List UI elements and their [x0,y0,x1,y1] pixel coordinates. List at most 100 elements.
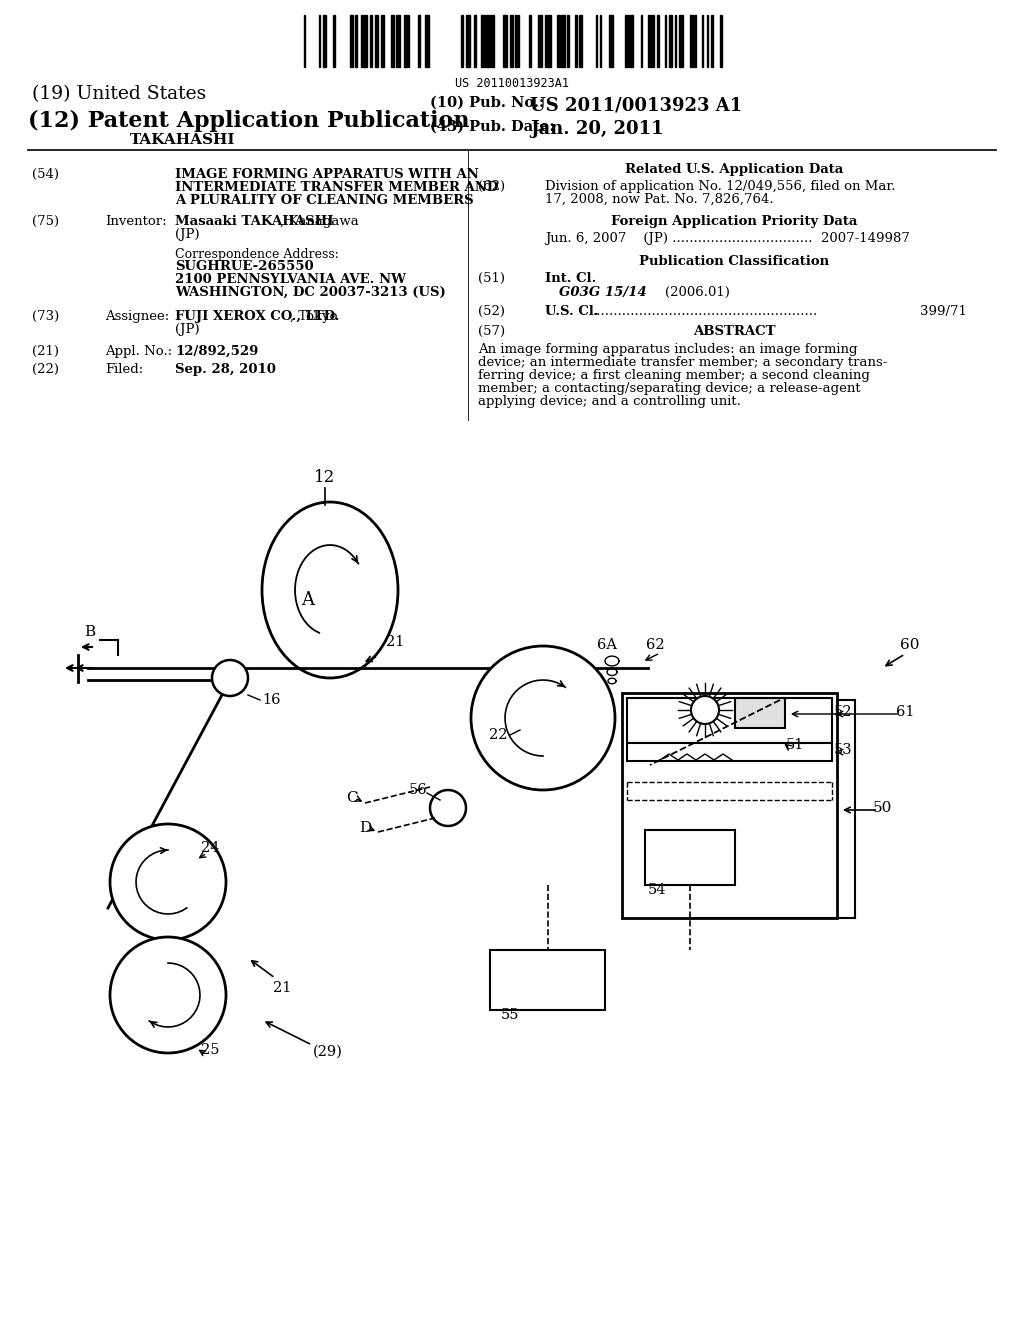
Text: (54): (54) [32,168,59,181]
Bar [547,15,551,67]
Text: TAKAHASHI: TAKAHASHI [130,133,236,147]
Text: ferring device; a first cleaning member; a second cleaning: ferring device; a first cleaning member;… [478,370,869,381]
Text: 60: 60 [900,638,920,652]
Bar [567,15,569,67]
Text: (JP): (JP) [175,228,200,242]
Text: 54: 54 [648,883,667,898]
Bar [609,15,613,67]
Bar [461,15,463,67]
Text: (2006.01): (2006.01) [665,286,730,300]
Text: (51): (51) [478,272,505,285]
Circle shape [471,645,615,789]
Text: IMAGE FORMING APPARATUS WITH AN: IMAGE FORMING APPARATUS WITH AN [175,168,479,181]
Text: 12/892,529: 12/892,529 [175,345,258,358]
Bar [669,15,672,67]
Text: 25: 25 [201,1043,219,1057]
Bar [404,15,407,67]
Text: Correspondence Address:: Correspondence Address: [175,248,339,261]
Bar [711,15,713,67]
Circle shape [430,789,466,826]
Text: Jun. 6, 2007    (JP) .................................  2007-149987: Jun. 6, 2007 (JP) ......................… [545,232,910,246]
Text: (10) Pub. No.:: (10) Pub. No.: [430,96,545,110]
Text: ABSTRACT: ABSTRACT [693,325,775,338]
Bar [362,15,367,67]
Bar [645,830,735,884]
Text: (19) United States: (19) United States [32,84,206,103]
Text: 22: 22 [488,729,507,742]
Text: 51: 51 [785,738,804,752]
Text: Inventor:: Inventor: [105,215,167,228]
Text: (22): (22) [32,363,59,376]
Text: Publication Classification: Publication Classification [639,255,829,268]
Text: applying device; and a controlling unit.: applying device; and a controlling unit. [478,395,741,408]
Text: (62): (62) [478,180,505,193]
Bar [350,15,353,67]
Bar [381,15,384,67]
Text: 53: 53 [834,743,852,756]
Text: US 20110013923A1: US 20110013923A1 [455,77,569,90]
Text: 6A: 6A [597,638,617,652]
Bar [474,15,476,67]
Text: INTERMEDIATE TRANSFER MEMBER AND: INTERMEDIATE TRANSFER MEMBER AND [175,181,499,194]
Circle shape [110,824,226,940]
Text: WASHINGTON, DC 20037-3213 (US): WASHINGTON, DC 20037-3213 (US) [175,286,445,300]
Bar [538,15,540,67]
Bar [418,15,420,67]
Bar [515,15,517,67]
Bar [735,698,785,729]
Bar [694,15,696,67]
Bar [690,15,693,67]
Text: 61: 61 [896,705,914,719]
Text: FUJI XEROX CO., LTD.: FUJI XEROX CO., LTD. [175,310,339,323]
Text: (29): (29) [313,1045,343,1059]
Text: 21: 21 [272,981,291,995]
Text: (75): (75) [32,215,59,228]
Text: (21): (21) [32,345,59,358]
Text: Filed:: Filed: [105,363,143,376]
Text: 56: 56 [409,783,427,797]
Text: (52): (52) [478,305,505,318]
Text: (73): (73) [32,310,59,323]
Text: A: A [301,591,314,609]
Bar [557,15,560,67]
Text: 16: 16 [263,693,282,708]
Text: 52: 52 [834,705,852,719]
Text: 12: 12 [314,470,336,487]
Bar [425,15,429,67]
Text: Related U.S. Application Data: Related U.S. Application Data [625,162,843,176]
Text: Division of application No. 12/049,556, filed on Mar.: Division of application No. 12/049,556, … [545,180,896,193]
Ellipse shape [262,502,398,678]
Bar [651,15,654,67]
Bar [396,15,400,67]
Text: B: B [84,624,95,639]
Text: 399/71: 399/71 [920,305,967,318]
Text: Jan. 20, 2011: Jan. 20, 2011 [530,120,664,139]
Text: C: C [346,791,357,805]
Bar [490,950,605,1010]
Text: device; an intermediate transfer member; a secondary trans-: device; an intermediate transfer member;… [478,356,888,370]
Bar [720,15,722,67]
Text: Int. Cl.: Int. Cl. [545,272,596,285]
Bar [466,15,470,67]
Text: , Tokyo: , Tokyo [290,310,338,323]
Text: A PLURALITY OF CLEANING MEMBERS: A PLURALITY OF CLEANING MEMBERS [175,194,474,207]
Text: 17, 2008, now Pat. No. 7,826,764.: 17, 2008, now Pat. No. 7,826,764. [545,193,773,206]
Text: (12) Patent Application Publication: (12) Patent Application Publication [28,110,469,132]
Text: (JP): (JP) [175,323,200,337]
Bar [529,15,531,67]
Text: Sep. 28, 2010: Sep. 28, 2010 [175,363,275,376]
Bar [391,15,394,67]
Bar [355,15,357,67]
Text: Appl. No.:: Appl. No.: [105,345,172,358]
Text: D: D [358,821,371,836]
Text: 50: 50 [872,801,892,814]
Text: An image forming apparatus includes: an image forming: An image forming apparatus includes: an … [478,343,857,356]
Text: member; a contacting/separating device; a release-agent: member; a contacting/separating device; … [478,381,860,395]
Bar [490,15,494,67]
Bar [375,15,378,67]
Bar [627,743,831,762]
Text: Masaaki TAKAHASHI: Masaaki TAKAHASHI [175,215,334,228]
Bar [629,15,633,67]
Bar [679,15,683,67]
Text: , Kanagawa: , Kanagawa [280,215,358,228]
